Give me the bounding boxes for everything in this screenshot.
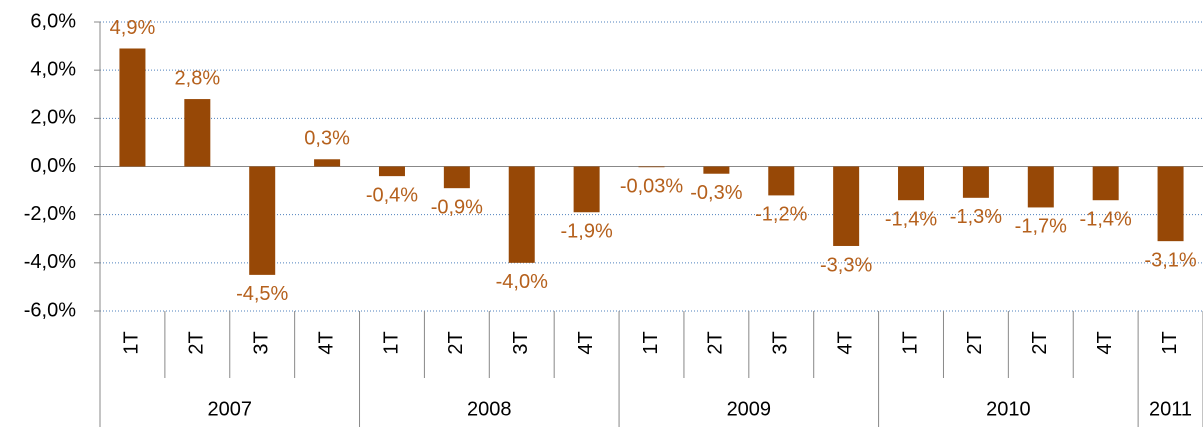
group-label: 2008 bbox=[467, 398, 512, 420]
x-tick-label: 1T bbox=[380, 331, 402, 354]
bar bbox=[508, 166, 535, 263]
bar bbox=[1157, 166, 1184, 242]
data-label: 2,8% bbox=[175, 67, 221, 89]
data-label: -1,4% bbox=[1080, 208, 1132, 230]
x-tick-label: 1T bbox=[899, 331, 921, 354]
y-tick-label: 6,0% bbox=[30, 10, 76, 32]
y-tick-label: -2,0% bbox=[24, 203, 76, 225]
x-tick-label: 3T bbox=[250, 331, 272, 354]
x-tick-label: 4T bbox=[1094, 331, 1116, 354]
x-tick-label: 4T bbox=[834, 331, 856, 354]
bar bbox=[1027, 166, 1054, 208]
data-label: -0,9% bbox=[431, 196, 483, 218]
x-tick-label: 3T bbox=[770, 331, 792, 354]
data-label: -3,3% bbox=[820, 254, 872, 276]
group-label: 2007 bbox=[208, 398, 253, 420]
bar bbox=[443, 166, 470, 189]
data-label: -0,4% bbox=[366, 184, 418, 206]
bar bbox=[314, 159, 341, 167]
bar bbox=[962, 166, 989, 198]
group-label: 2011 bbox=[1149, 398, 1192, 420]
data-label: 4,9% bbox=[110, 17, 156, 39]
data-label: -0,03% bbox=[620, 176, 684, 198]
x-tick-label: 2T bbox=[705, 331, 727, 354]
bar bbox=[573, 166, 600, 213]
data-label: -1,3% bbox=[950, 206, 1002, 228]
y-tick-label: -4,0% bbox=[24, 251, 76, 273]
x-tick-label: 2T bbox=[964, 331, 986, 354]
y-tick-label: -6,0% bbox=[24, 299, 76, 321]
data-label: 0,3% bbox=[304, 128, 350, 150]
bar bbox=[898, 166, 925, 201]
x-tick-label: 1T bbox=[1159, 331, 1181, 354]
data-label: -4,0% bbox=[496, 271, 548, 293]
group-label: 2010 bbox=[986, 398, 1031, 420]
data-label: -1,4% bbox=[885, 208, 937, 230]
x-tick-label: 1T bbox=[640, 331, 662, 354]
bar bbox=[703, 166, 730, 174]
bar bbox=[638, 166, 665, 168]
x-tick-label: 4T bbox=[315, 331, 337, 354]
data-label: -1,7% bbox=[1015, 216, 1067, 238]
bar bbox=[184, 99, 211, 167]
y-tick-label: 4,0% bbox=[30, 58, 76, 80]
x-tick-label: 2T bbox=[1029, 331, 1051, 354]
bar bbox=[833, 166, 860, 246]
group-label: 2009 bbox=[727, 398, 772, 420]
data-label: -1,9% bbox=[560, 221, 612, 243]
bar bbox=[378, 166, 405, 177]
x-tick-label: 3T bbox=[510, 331, 532, 354]
x-tick-label: 2T bbox=[445, 331, 467, 354]
x-tick-label: 2T bbox=[186, 331, 208, 354]
x-tick-label: 1T bbox=[121, 331, 143, 354]
bar bbox=[249, 166, 276, 275]
bar bbox=[768, 166, 795, 196]
y-tick-label: 0,0% bbox=[30, 155, 76, 177]
bar bbox=[119, 48, 146, 167]
data-label: -0,3% bbox=[690, 182, 742, 204]
bar bbox=[1092, 166, 1119, 201]
x-tick-label: 4T bbox=[575, 331, 597, 354]
y-tick-label: 2,0% bbox=[30, 107, 76, 129]
data-label: -4,5% bbox=[236, 283, 288, 305]
data-label: -3,1% bbox=[1144, 249, 1196, 271]
data-label: -1,2% bbox=[755, 204, 807, 226]
